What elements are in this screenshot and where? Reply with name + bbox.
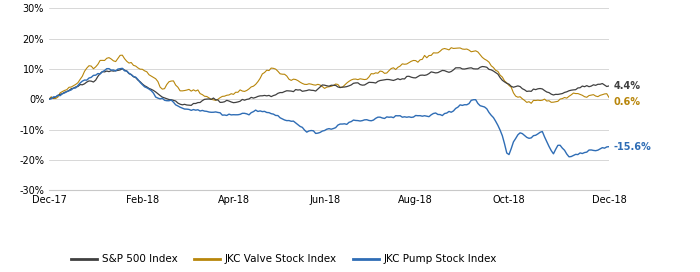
- Text: 4.4%: 4.4%: [613, 81, 641, 91]
- Text: -15.6%: -15.6%: [613, 142, 651, 152]
- Legend: S&P 500 Index, JKC Valve Stock Index, JKC Pump Stock Index: S&P 500 Index, JKC Valve Stock Index, JK…: [67, 250, 501, 269]
- Text: 0.6%: 0.6%: [613, 97, 641, 107]
